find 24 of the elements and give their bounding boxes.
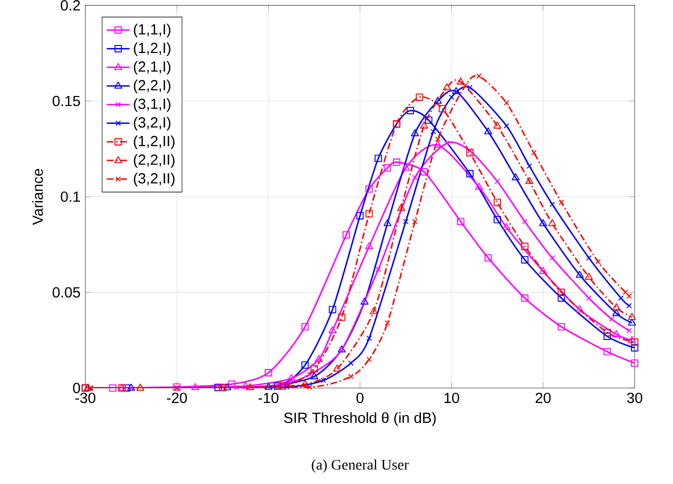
legend-label: (2,1,I)	[134, 60, 170, 75]
x-tick-label: 10	[444, 392, 460, 404]
legend-label: (3,2,I)	[134, 116, 170, 131]
y-tick-label: 0.15	[52, 96, 80, 106]
legend-label: (1,2,II)	[134, 136, 174, 150]
x-axis-title: SIR Threshold θ (in dB)	[284, 412, 436, 426]
legend-label: (1,1,I)	[134, 24, 170, 38]
legend-label: (1,2,I)	[134, 42, 170, 56]
y-tick-label: 0.05	[52, 287, 80, 298]
x-tick-label: -30	[75, 392, 96, 404]
x-tick-label: 30	[627, 392, 642, 404]
text: (a) General User	[312, 459, 409, 473]
y-tick-label: 0	[73, 382, 80, 394]
y-axis-title: Variance	[32, 168, 43, 225]
legend-label: (3,2,II)	[134, 172, 174, 186]
x-tick-label: 0	[356, 392, 364, 404]
legend-label: (2,2,I)	[134, 80, 170, 94]
legend-label: (3,1,I)	[134, 98, 170, 112]
x-tick-label: -10	[258, 392, 278, 404]
y-tick-label: 0.1	[60, 191, 80, 202]
y-tick-label: 0.2	[60, 0, 80, 11]
x-tick-label: 20	[536, 392, 551, 404]
legend-label: (2,2,II)	[134, 154, 174, 168]
x-tick-label: -20	[166, 392, 187, 404]
